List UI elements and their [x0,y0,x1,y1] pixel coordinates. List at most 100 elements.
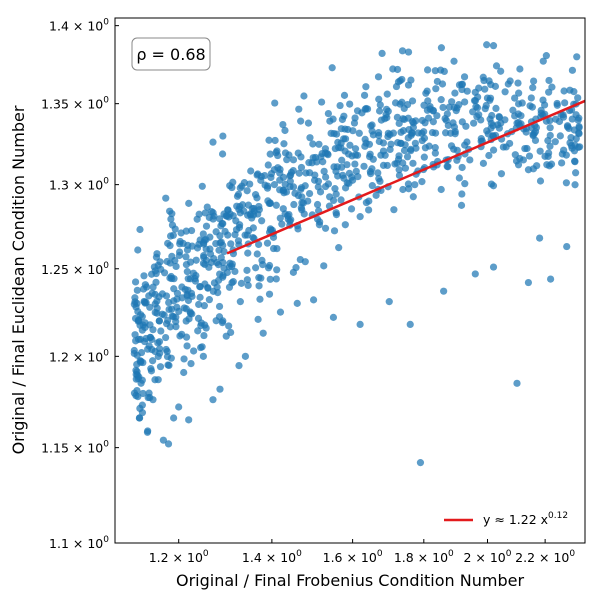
data-point [280,140,288,148]
data-point [177,229,185,237]
data-point [257,274,265,282]
data-point [173,295,181,303]
data-point [162,194,170,202]
data-point [276,214,284,222]
data-point [215,302,224,311]
data-point [374,129,383,137]
data-point [286,171,295,179]
data-point [140,272,148,280]
data-point [366,150,374,158]
y-tick-label: 1.25 × 100 [41,261,109,277]
x-tick-label: 1.4 × 100 [242,549,302,565]
data-point [316,218,324,226]
data-point [306,134,314,142]
data-point [351,114,359,122]
data-point [192,256,200,264]
data-point [450,123,459,131]
data-point [279,205,287,213]
data-point [333,163,341,171]
data-point [352,167,360,175]
data-point [289,183,298,191]
data-point [551,138,559,146]
data-point [409,123,418,131]
data-point [330,227,339,235]
data-point [134,246,142,254]
data-point [545,149,553,157]
data-point [474,93,482,101]
data-point [351,151,360,159]
data-point [206,250,215,258]
data-point [197,319,205,327]
data-point [332,190,340,198]
correlation-annotation: ρ = 0.68 [131,37,211,71]
data-point [568,66,577,74]
data-point [444,121,452,130]
data-point [134,335,143,343]
data-point [139,389,147,398]
data-point [227,240,235,248]
data-point [470,119,478,127]
data-point [337,196,345,204]
correlation-label: ρ = 0.68 [136,45,205,64]
data-point [539,57,547,65]
y-tick-label: 1.1 × 100 [49,535,109,551]
data-point [408,97,417,105]
data-point [247,167,255,175]
data-point [165,298,173,307]
data-point [397,128,405,136]
data-point [399,159,407,167]
data-point [235,223,244,232]
data-point [266,199,274,208]
data-point [259,329,267,337]
y-tick-label: 1.3 × 100 [49,177,109,193]
data-point [143,428,152,436]
data-point [527,94,535,102]
legend-fit-label-exp: 0.12 [548,511,568,521]
data-point [423,87,431,95]
data-point [199,352,207,360]
data-point [405,185,413,193]
data-point [289,156,298,164]
data-point [229,178,237,186]
data-point [424,114,433,122]
data-point [494,121,502,129]
data-point [411,139,419,147]
data-point [497,170,506,178]
data-point [489,146,498,154]
data-point [264,182,272,190]
data-point [194,327,202,335]
data-point [440,287,448,295]
data-point [274,151,282,160]
data-point [241,352,249,360]
data-point [497,67,505,75]
data-point [376,101,384,109]
data-point [136,225,144,234]
data-point [170,275,178,283]
data-point [164,316,172,325]
data-point [209,209,217,217]
data-point [458,163,466,172]
data-point [460,73,469,81]
data-point [185,416,193,424]
data-point [305,159,313,167]
data-point [297,153,305,161]
data-point [514,118,523,127]
data-point [244,281,252,290]
data-point [281,126,289,135]
data-point [395,171,404,180]
data-point [511,94,519,102]
data-point [479,159,488,167]
data-point [200,252,208,260]
data-point [212,228,220,236]
data-point [385,298,393,306]
data-point [397,139,405,147]
data-point [524,278,533,287]
data-point [379,161,388,169]
data-point [170,414,178,422]
data-point [178,283,186,291]
data-point [345,169,353,177]
data-point [545,76,553,85]
data-point [170,285,178,293]
data-point [553,101,561,109]
